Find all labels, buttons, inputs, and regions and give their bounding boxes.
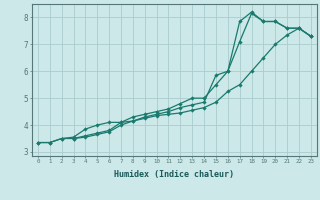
- X-axis label: Humidex (Indice chaleur): Humidex (Indice chaleur): [115, 170, 234, 179]
